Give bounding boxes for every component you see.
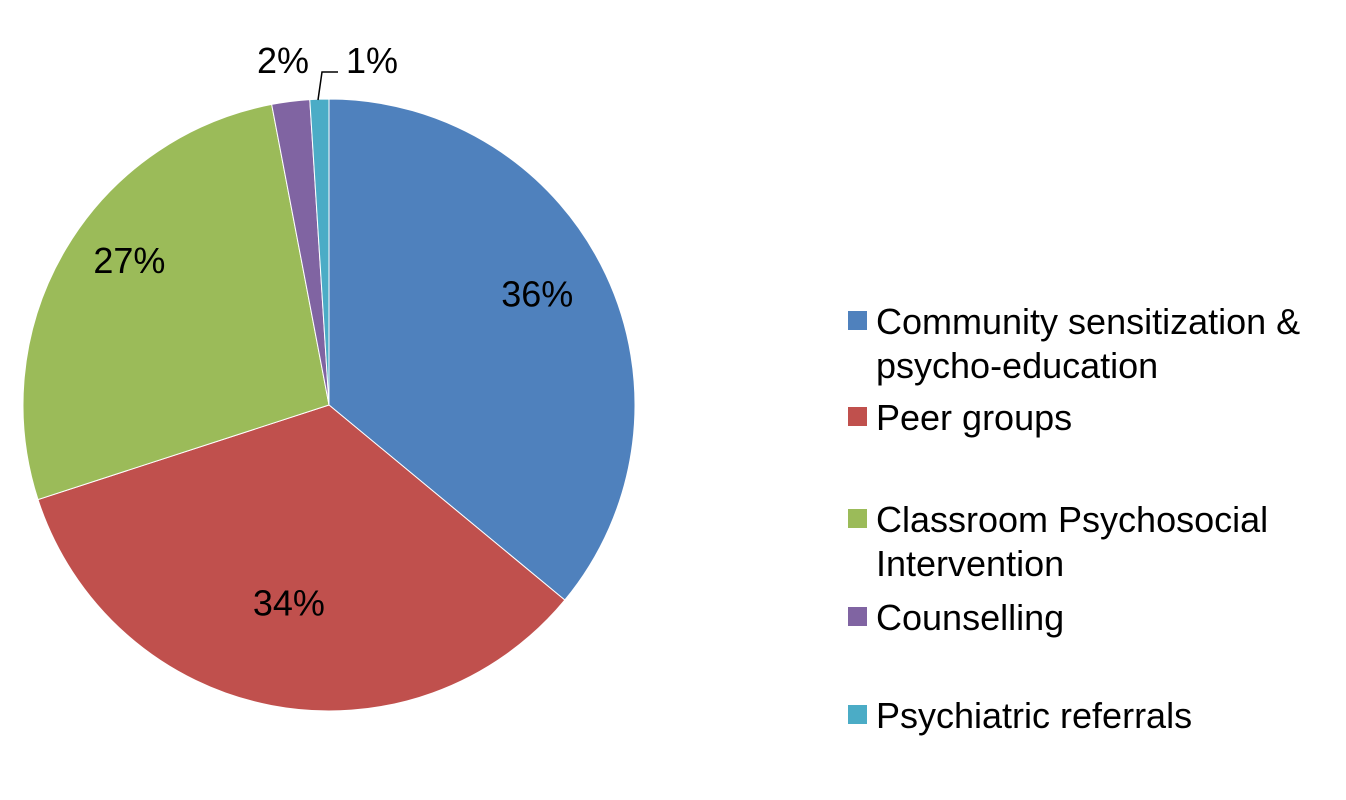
legend-label-peer-groups: Peer groups [876, 397, 1073, 438]
pie-slice-peer-groups [37, 404, 566, 712]
leader-line-psychiatric [317, 71, 338, 101]
legend-label-classroom: Classroom Psychosocial Intervention [876, 499, 1269, 584]
legend-swatch-classroom [848, 509, 867, 528]
legend-label-counselling: Counselling [876, 597, 1065, 638]
legend-item-psychiatric: Psychiatric referrals [848, 694, 1346, 742]
legend-item-peer-groups: Peer groups [848, 396, 1346, 498]
slice-label-community: 36% [501, 273, 573, 314]
legend-item-counselling: Counselling [848, 596, 1346, 694]
legend-item-community: Community sensitization & psycho-educati… [848, 300, 1346, 396]
legend-swatch-psychiatric [848, 705, 867, 724]
slice-label-peer-groups: 34% [253, 582, 325, 623]
legend-swatch-peer-groups [848, 407, 867, 426]
legend-swatch-counselling [848, 607, 867, 626]
pie-slice-classroom [22, 103, 330, 501]
legend-item-classroom: Classroom Psychosocial Intervention [848, 498, 1346, 596]
pie-slice-community [328, 98, 636, 601]
legend-label-psychiatric: Psychiatric referrals [876, 695, 1193, 736]
pie-slice-psychiatric [309, 98, 330, 406]
slice-label-psychiatric: 1% [346, 40, 398, 81]
legend: Community sensitization & psycho-educati… [848, 300, 1346, 742]
slice-label-classroom: 27% [93, 240, 165, 281]
legend-swatch-community [848, 311, 867, 330]
legend-label-community: Community sensitization & psycho-educati… [876, 301, 1301, 386]
slice-label-counselling: 2% [257, 40, 309, 81]
